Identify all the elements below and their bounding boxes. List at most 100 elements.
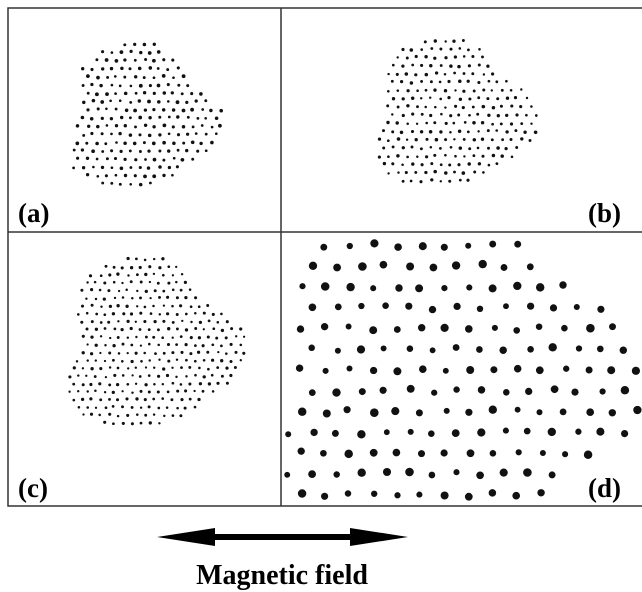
vortex-dot — [415, 55, 418, 58]
vortex-dot — [82, 166, 85, 169]
vortex-dot — [332, 388, 340, 396]
vortex-dot — [323, 368, 329, 374]
vortex-dot — [206, 304, 209, 307]
vortex-dot — [176, 296, 179, 299]
vortex-dot — [396, 56, 398, 58]
vortex-dot — [127, 367, 129, 369]
vortex-dot — [217, 351, 219, 353]
vortex-dot — [123, 141, 127, 145]
vortex-dot — [429, 472, 436, 479]
vortex-dot — [152, 398, 155, 401]
vortex-dot — [140, 422, 143, 425]
figure: (a) (b) (c) (d) Magnetic field — [0, 0, 642, 592]
vortex-dot — [98, 382, 101, 385]
vortex-dot — [180, 398, 183, 401]
vortex-dot — [182, 142, 185, 145]
vortex-dot — [346, 283, 354, 291]
vortex-dot — [444, 154, 447, 157]
vortex-dot — [452, 429, 460, 437]
vortex-dot — [148, 374, 151, 377]
vortex-dot — [86, 312, 89, 315]
vortex-dot — [510, 138, 513, 141]
vortex-dot — [152, 108, 155, 111]
vortex-dot — [505, 147, 508, 150]
vortex-dot — [73, 366, 76, 369]
vortex-dot — [394, 492, 400, 498]
vortex-dot — [193, 390, 195, 392]
vortex-dot — [234, 366, 237, 369]
vortex-dot — [94, 281, 97, 284]
vortex-dot — [204, 99, 207, 102]
vortex-dot — [468, 64, 471, 67]
vortex-dot — [95, 92, 99, 96]
vortex-dot — [112, 391, 115, 394]
vortex-dot — [510, 89, 513, 92]
vortex-dot — [126, 320, 129, 323]
vortex-dot — [167, 265, 170, 268]
vortex-dot — [126, 414, 129, 417]
vortex-dot — [395, 121, 398, 124]
vortex-dot — [520, 137, 523, 140]
vortex-dot — [226, 320, 229, 323]
vortex-dot — [516, 449, 522, 455]
vortex-dot — [235, 351, 238, 354]
vortex-dot — [445, 122, 448, 125]
vortex-dot — [419, 180, 422, 183]
vortex-dot — [491, 89, 493, 91]
vortex-dot — [92, 99, 96, 103]
vortex-dot — [414, 171, 417, 174]
vortex-dot — [344, 406, 351, 413]
vortex-dot — [111, 84, 114, 87]
vortex-dot — [135, 352, 138, 355]
vortex-dot — [297, 325, 304, 332]
vortex-dot — [149, 84, 152, 87]
vortex-dot — [408, 429, 414, 435]
vortex-dot — [110, 133, 113, 136]
vortex-dot — [81, 148, 84, 151]
vortex-dot — [82, 335, 85, 338]
vortex-dot — [298, 489, 306, 497]
vortex-dot — [536, 366, 544, 374]
vortex-dot — [163, 304, 165, 306]
vortex-dot — [526, 97, 528, 99]
vortex-dot — [173, 157, 176, 160]
vortex-dot — [489, 489, 497, 497]
vortex-dot — [488, 164, 491, 167]
vortex-dot — [396, 154, 399, 157]
vortex-dot — [443, 368, 449, 374]
vortex-dot — [416, 409, 423, 416]
vortex-dot — [87, 92, 90, 95]
vortex-dot — [441, 324, 449, 332]
vortex-dot — [416, 123, 418, 125]
vortex-dot — [140, 360, 143, 363]
vortex-dot — [179, 414, 182, 417]
vortex-dot — [406, 57, 409, 60]
vortex-dot — [158, 116, 161, 119]
vortex-dot — [139, 84, 143, 88]
panel-label: (c) — [18, 473, 48, 503]
vortex-dot — [230, 343, 233, 346]
vortex-dot — [190, 92, 193, 95]
vortex-dot — [162, 159, 165, 162]
vortex-dot — [209, 109, 212, 112]
vortex-dot — [514, 96, 517, 99]
vortex-dot — [453, 138, 455, 140]
vortex-dot — [80, 289, 83, 292]
vortex-dot — [122, 296, 125, 299]
vortex-dot — [430, 162, 433, 165]
vortex-dot — [523, 131, 526, 134]
vortex-dot — [310, 429, 317, 436]
vortex-dot — [101, 150, 104, 153]
vortex-dot — [82, 351, 85, 354]
vortex-dot — [344, 450, 352, 458]
vortex-dot — [308, 470, 316, 478]
vortex-dot — [105, 58, 109, 62]
vortex-dot — [382, 147, 385, 150]
vortex-dot — [162, 174, 165, 177]
vortex-dot — [143, 76, 146, 79]
vortex-dot — [153, 383, 156, 386]
vortex-dot — [309, 303, 317, 311]
vortex-dot — [166, 374, 169, 377]
vortex-dot — [182, 125, 186, 129]
vortex-dot — [562, 451, 568, 457]
